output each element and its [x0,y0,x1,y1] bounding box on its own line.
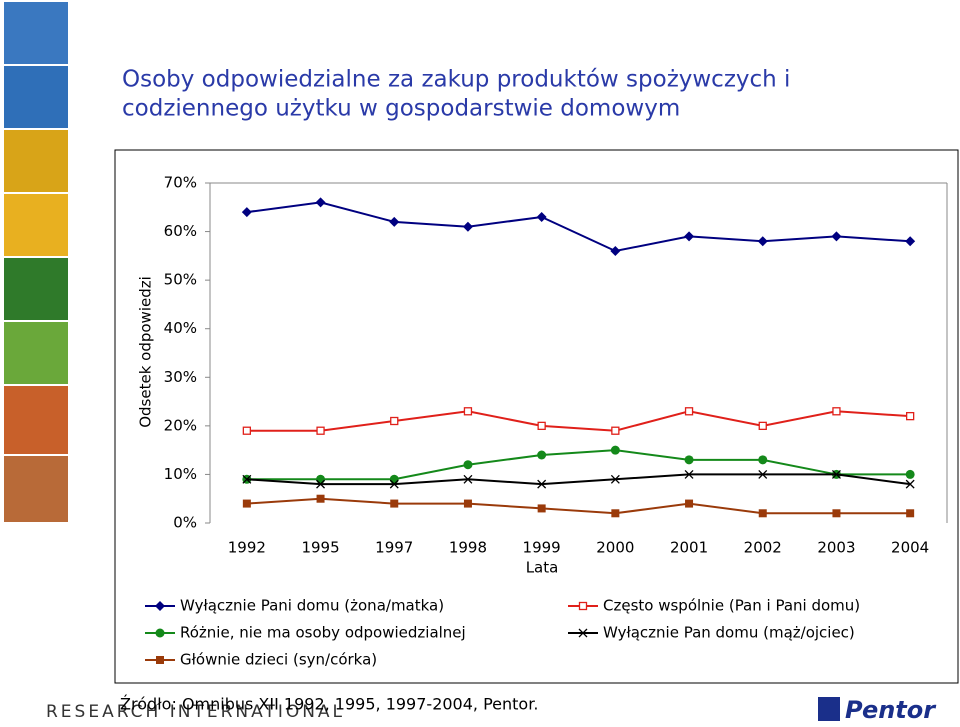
marker [156,656,164,664]
marker [316,426,325,435]
y-tick-label: 20% [164,416,197,434]
marker [390,416,399,426]
source-note: Źródło: Omnibus XII 1992, 1995, 1997-200… [120,695,538,714]
marker [684,231,695,242]
legend-label: Głównie dzieci (syn/córka) [180,651,377,669]
x-tick-label: 1995 [301,539,339,557]
marker [537,450,547,460]
marker [757,236,768,247]
marker [758,509,767,518]
marker [758,421,767,431]
marker [389,216,400,227]
marker [462,221,473,232]
x-tick-label: 2000 [596,539,634,557]
marker [316,494,325,503]
y-tick-label: 10% [164,465,197,483]
y-tick-label: 60% [164,222,197,240]
marker [242,499,251,508]
marker [463,460,473,470]
marker [905,479,915,489]
chart-frame [114,149,959,684]
marker [242,474,252,484]
y-axis-title: Odsetek odpowiedzi [137,276,155,428]
x-tick-label: 1998 [449,539,487,557]
y-tick-label: 40% [164,319,197,337]
marker [832,509,841,518]
brand-left: RESEARCH INTERNATIONAL [46,702,345,722]
marker [684,455,694,465]
series-line [246,449,911,481]
series-line [246,473,911,486]
y-tick-label: 50% [164,271,197,289]
marker [315,197,326,208]
series-line [246,201,911,253]
marker [831,231,842,242]
x-axis-title: Lata [526,559,559,577]
marker [758,469,768,479]
x-tick-label: 2003 [817,539,855,557]
marker [906,411,915,421]
series-line [246,410,911,432]
marker [389,474,399,484]
x-tick-label: 2004 [891,539,929,557]
marker [905,469,915,479]
marker [389,479,399,489]
y-tick-label: 30% [164,368,197,386]
marker [684,407,694,416]
marker [242,426,252,435]
marker [758,455,768,465]
marker [905,236,916,247]
y-tick-label: 0% [173,514,197,532]
marker [832,407,841,416]
marker [155,628,165,638]
legend-label: Często wspólnie (Pan i Pani domu) [603,597,860,615]
marker [241,207,252,218]
photo-strip [4,2,68,522]
x-tick-label: 1999 [523,539,561,557]
marker [611,509,620,518]
marker [610,246,621,256]
marker [610,474,620,484]
marker [537,504,546,513]
marker [685,499,694,508]
marker [610,445,620,455]
x-tick-label: 1992 [228,539,266,557]
y-tick-label: 70% [164,174,197,192]
marker [906,509,915,518]
x-tick-label: 2001 [670,539,708,557]
marker [578,601,588,611]
x-tick-label: 1997 [375,539,413,557]
logo-mark [818,697,840,721]
marker [536,212,547,222]
legend-label: Wyłącznie Pan domu (mąż/ojciec) [603,624,855,642]
legend-label: Różnie, nie ma osoby odpowiedzialnej [180,624,466,642]
slide-title: Osoby odpowiedzialne za zakup produktów … [122,67,790,93]
slide-title: codziennego użytku w gospodarstwie domow… [122,96,680,122]
brand-right: Pentor [845,696,937,724]
marker [463,474,473,484]
marker [155,601,165,611]
marker [537,421,546,431]
marker [684,469,694,479]
marker [537,479,547,489]
marker [611,426,620,435]
legend-label: Wyłącznie Pani domu (żona/matka) [180,597,444,615]
marker [831,469,841,479]
marker [316,479,326,489]
marker [578,628,588,638]
marker [390,499,399,508]
marker [463,407,473,416]
marker [463,499,472,508]
marker [316,474,326,484]
series-line [246,497,911,515]
x-tick-label: 2002 [744,539,782,557]
